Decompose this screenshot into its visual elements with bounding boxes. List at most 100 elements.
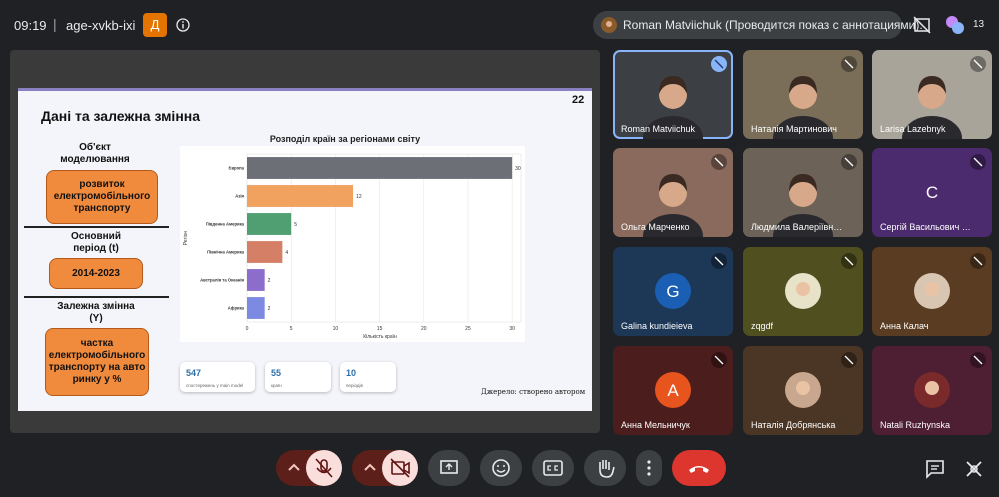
tile-art bbox=[914, 352, 986, 408]
tile-art bbox=[773, 154, 857, 237]
present-icon bbox=[440, 460, 458, 474]
tile-art: A bbox=[655, 352, 727, 408]
participant-tile[interactable]: zqgdf bbox=[743, 247, 863, 336]
x-tick-label: 25 bbox=[465, 326, 471, 332]
plot-area bbox=[246, 153, 522, 323]
tile-art bbox=[773, 56, 857, 139]
participant-tile[interactable]: Ольга Марченко bbox=[613, 148, 733, 237]
slide-top-border bbox=[18, 88, 592, 91]
tile-art: G bbox=[655, 253, 727, 309]
activities-button[interactable] bbox=[963, 458, 985, 480]
participant-tile[interactable]: Natali Ruzhynska bbox=[872, 346, 992, 435]
mic-slash bbox=[973, 157, 983, 167]
bar bbox=[247, 269, 265, 291]
mic-slash bbox=[714, 355, 724, 365]
tile-art bbox=[643, 154, 727, 237]
person-body bbox=[773, 214, 833, 237]
participant-name: Ольга Марченко bbox=[621, 222, 690, 232]
captions-button[interactable] bbox=[532, 450, 574, 486]
mic-slash bbox=[714, 157, 724, 167]
dependent-label: Залежна змінна (Y) bbox=[57, 301, 135, 324]
presenter-pill[interactable]: Roman Matviichuk (Проводится показ с анн… bbox=[593, 11, 923, 39]
chat-button[interactable] bbox=[924, 458, 946, 480]
mic-slash bbox=[844, 157, 854, 167]
x-tick-label: 15 bbox=[377, 326, 383, 332]
person-head bbox=[918, 81, 946, 109]
person-body bbox=[643, 214, 703, 237]
participant-name: Natali Ruzhynska bbox=[880, 420, 951, 430]
x-tick-label: 30 bbox=[509, 326, 515, 332]
participant-tile[interactable]: Анна Калач bbox=[872, 247, 992, 336]
tile-art bbox=[785, 352, 857, 408]
y-tick-label: Європа bbox=[228, 166, 244, 171]
tile-art bbox=[914, 253, 986, 309]
participant-tile[interactable]: G Galina kundieieva bbox=[613, 247, 733, 336]
stat-card: 547 спостережень у main model bbox=[180, 362, 255, 392]
participant-tile[interactable]: A Анна Мельничук bbox=[613, 346, 733, 435]
avatar-face bbox=[925, 282, 939, 296]
info-icon[interactable] bbox=[176, 18, 190, 32]
person-body bbox=[643, 116, 703, 139]
stat-label: спостережень у main model bbox=[186, 383, 244, 388]
mic-slash bbox=[714, 256, 724, 266]
x-tick-label: 10 bbox=[333, 326, 339, 332]
slide-title: Дані та залежна змінна bbox=[41, 108, 201, 124]
value-label: 5 bbox=[294, 222, 297, 228]
divider-line bbox=[24, 296, 169, 298]
person-body bbox=[902, 116, 962, 139]
hide-tiles-icon[interactable] bbox=[912, 15, 932, 35]
reactions-button[interactable] bbox=[480, 450, 522, 486]
avatar-letter: G bbox=[666, 282, 679, 301]
badge[interactable]: Д bbox=[143, 13, 167, 37]
stat-value: 55 bbox=[271, 368, 282, 378]
x-axis-label: Кількість країн bbox=[363, 334, 397, 340]
mic-slash bbox=[844, 256, 854, 266]
bar bbox=[247, 241, 283, 263]
y-tick-label: Південна Америка bbox=[206, 222, 245, 227]
avatar-circle bbox=[655, 273, 691, 309]
leave-call-button[interactable] bbox=[672, 450, 726, 486]
participant-tile[interactable]: Larisa Lazebnyk bbox=[872, 50, 992, 139]
meeting-code: age-xvkb-ixi bbox=[66, 18, 136, 33]
region-chart: Розподіл країн за регіонами світу Регіон… bbox=[183, 134, 522, 340]
presenter-avatar bbox=[601, 17, 617, 33]
participant-name: Larisa Lazebnyk bbox=[880, 124, 946, 134]
x-tick-label: 0 bbox=[246, 326, 249, 332]
camera-group bbox=[352, 450, 418, 486]
person-hair bbox=[659, 174, 687, 192]
present-button[interactable] bbox=[428, 450, 470, 486]
y-tick-label: Африка bbox=[228, 306, 245, 311]
participant-tile[interactable]: Наталія Добрянська bbox=[743, 346, 863, 435]
period-label: Основний період (t) bbox=[71, 231, 121, 254]
period-value: 2014-2023 bbox=[49, 258, 143, 289]
avatar-face bbox=[925, 381, 939, 395]
value-label: 4 bbox=[285, 250, 288, 256]
participant-tile[interactable]: Людмила Валеріївн… bbox=[743, 148, 863, 237]
mic-slash bbox=[973, 355, 983, 365]
person-head bbox=[659, 179, 687, 207]
bar bbox=[247, 213, 292, 235]
tile-art bbox=[643, 56, 727, 139]
y-tick-label: Австралія та Океанія bbox=[200, 278, 244, 283]
more-button[interactable] bbox=[636, 450, 662, 486]
mic-controls[interactable] bbox=[276, 450, 342, 486]
camera-controls[interactable] bbox=[352, 450, 418, 486]
object-value: розвиток електромобільного транспорту bbox=[46, 170, 158, 224]
participant-name: Наталія Мартинович bbox=[751, 124, 837, 134]
object-label: Об'єкт моделювання bbox=[60, 142, 130, 165]
participant-count: 13 bbox=[973, 19, 985, 30]
participant-tile[interactable]: C Сергій Васильович … bbox=[872, 148, 992, 237]
y-tick-label: Північна Америка bbox=[207, 250, 245, 255]
tile-art: C bbox=[914, 154, 986, 210]
y-axis-label: Регіон bbox=[183, 231, 189, 246]
mic-slash bbox=[973, 59, 983, 69]
participant-tile[interactable]: Наталія Мартинович bbox=[743, 50, 863, 139]
participant-name: Анна Калач bbox=[880, 321, 929, 331]
hangup-icon bbox=[689, 466, 709, 473]
raise-hand-button[interactable] bbox=[584, 450, 626, 486]
participant-tile[interactable]: Roman Matviichuk bbox=[613, 50, 733, 139]
tile-art bbox=[902, 56, 986, 139]
presenter-label: Roman Matviichuk (Проводится показ с анн… bbox=[623, 18, 923, 32]
people-icon[interactable] bbox=[944, 14, 966, 36]
